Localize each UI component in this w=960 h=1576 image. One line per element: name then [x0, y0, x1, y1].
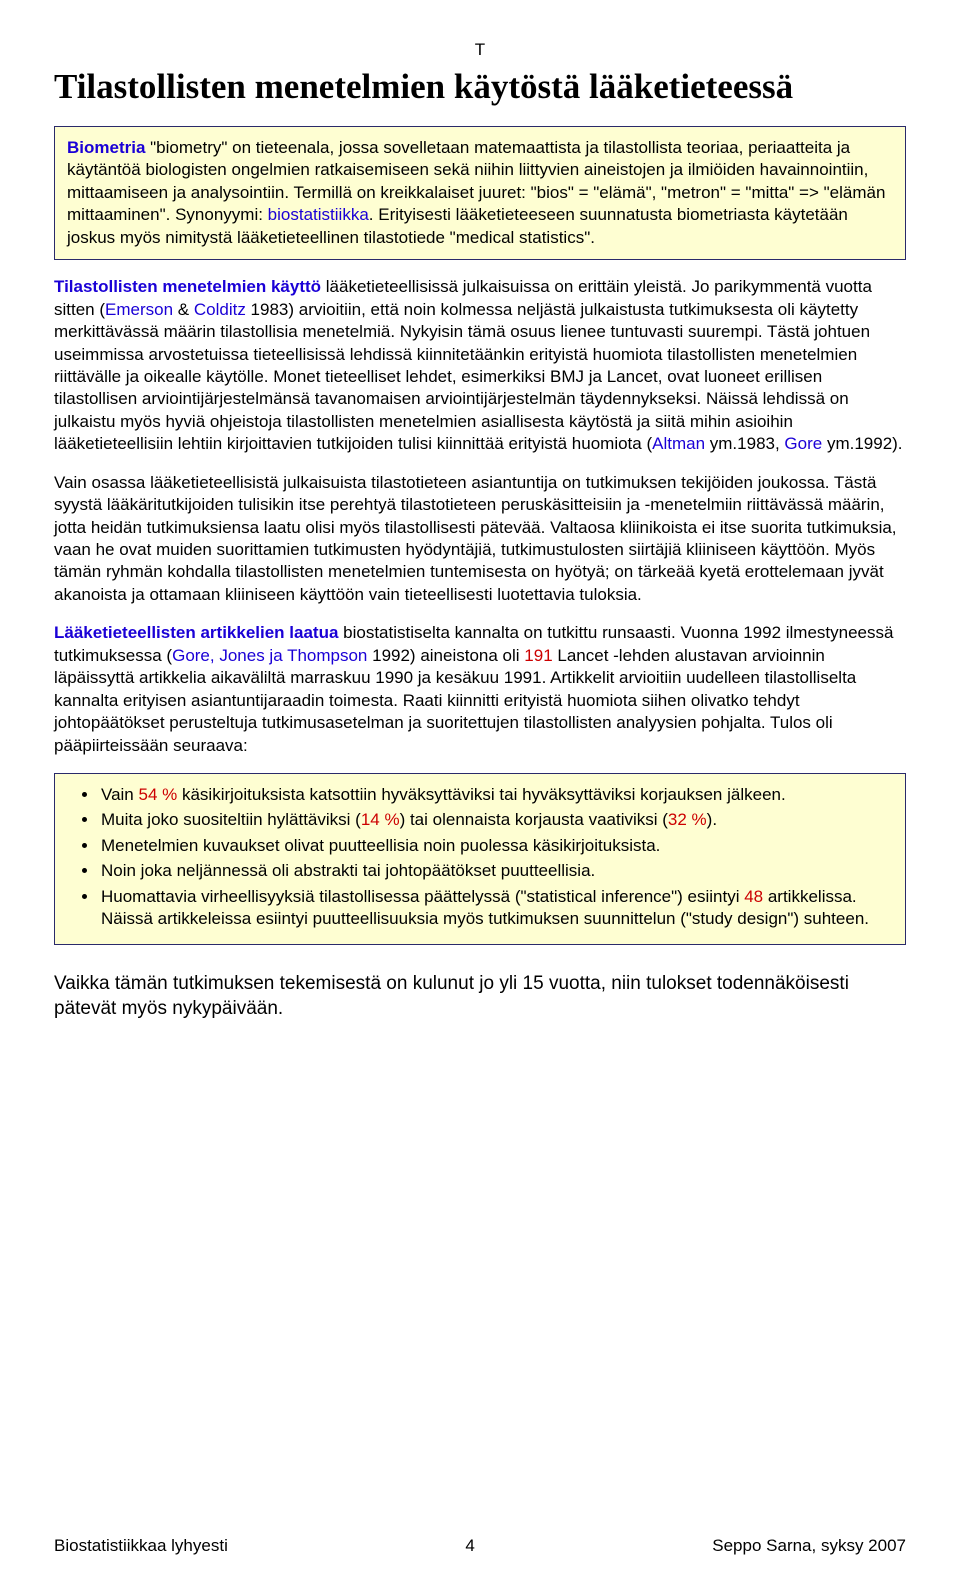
p1-t2: 1983) arvioitiin, että noin kolmessa nel… [54, 300, 870, 454]
p1-lead: Tilastollisten menetelmien käyttö [54, 277, 321, 296]
footer-page-number: 4 [228, 1536, 712, 1556]
definition-box: Biometria "biometry" on tieteenala, joss… [54, 126, 906, 260]
ref-altman: Altman [652, 434, 705, 453]
b5-count: 48 [744, 887, 763, 906]
page-title: Tilastollisten menetelmien käytöstä lääk… [54, 66, 906, 108]
p3-count: 191 [524, 646, 552, 665]
list-item: Menetelmien kuvaukset olivat puutteellis… [99, 835, 893, 857]
p1-t4: ym.1992). [822, 434, 902, 453]
page: T Tilastollisten menetelmien käytöstä lä… [0, 0, 960, 1576]
b1a: Vain [101, 785, 139, 804]
footer-left: Biostatistiikkaa lyhyesti [54, 1536, 228, 1556]
b1-percent: 54 % [139, 785, 178, 804]
b2c: ). [707, 810, 717, 829]
b2-percent-1: 14 % [361, 810, 400, 829]
p1-t3: ym.1983, [705, 434, 784, 453]
b2a: Muita joko suositeltiin hylättäviksi ( [101, 810, 361, 829]
p3-lead: Lääketieteellisten artikkelien laatua [54, 623, 338, 642]
term-biostatistiikka: biostatistiikka [268, 205, 369, 224]
b2b: ) tai olennaista korjausta vaativiksi ( [400, 810, 668, 829]
page-footer: Biostatistiikkaa lyhyesti 4 Seppo Sarna,… [54, 1536, 906, 1556]
results-list: Vain 54 % käsikirjoituksista katsottiin … [67, 784, 893, 931]
paragraph-conclusion: Vaikka tämän tutkimuksen tekemisestä on … [54, 971, 906, 1022]
ref-gore-jones-thompson: Gore, Jones ja Thompson [172, 646, 367, 665]
p3-t2: 1992) aineistona oli [367, 646, 524, 665]
list-item: Muita joko suositeltiin hylättäviksi (14… [99, 809, 893, 831]
term-biometria: Biometria [67, 138, 145, 157]
list-item: Vain 54 % käsikirjoituksista katsottiin … [99, 784, 893, 806]
ref-colditz: Colditz [194, 300, 246, 319]
list-item: Noin joka neljännessä oli abstrakti tai … [99, 860, 893, 882]
paragraph-methods-use: Tilastollisten menetelmien käyttö lääket… [54, 276, 906, 456]
b1b: käsikirjoituksista katsottiin hyväksyttä… [177, 785, 785, 804]
ref-gore: Gore [784, 434, 822, 453]
footer-right: Seppo Sarna, syksy 2007 [712, 1536, 906, 1556]
paragraph-researchers: Vain osassa lääketieteellisistä julkaisu… [54, 472, 906, 607]
results-box: Vain 54 % käsikirjoituksista katsottiin … [54, 773, 906, 945]
top-marker: T [54, 40, 906, 60]
paragraph-article-quality: Lääketieteellisten artikkelien laatua bi… [54, 622, 906, 757]
p1-amp: & [173, 300, 194, 319]
ref-emerson: Emerson [105, 300, 173, 319]
b5a: Huomattavia virheellisyyksiä tilastollis… [101, 887, 744, 906]
list-item: Huomattavia virheellisyyksiä tilastollis… [99, 886, 893, 931]
b2-percent-2: 32 % [668, 810, 707, 829]
